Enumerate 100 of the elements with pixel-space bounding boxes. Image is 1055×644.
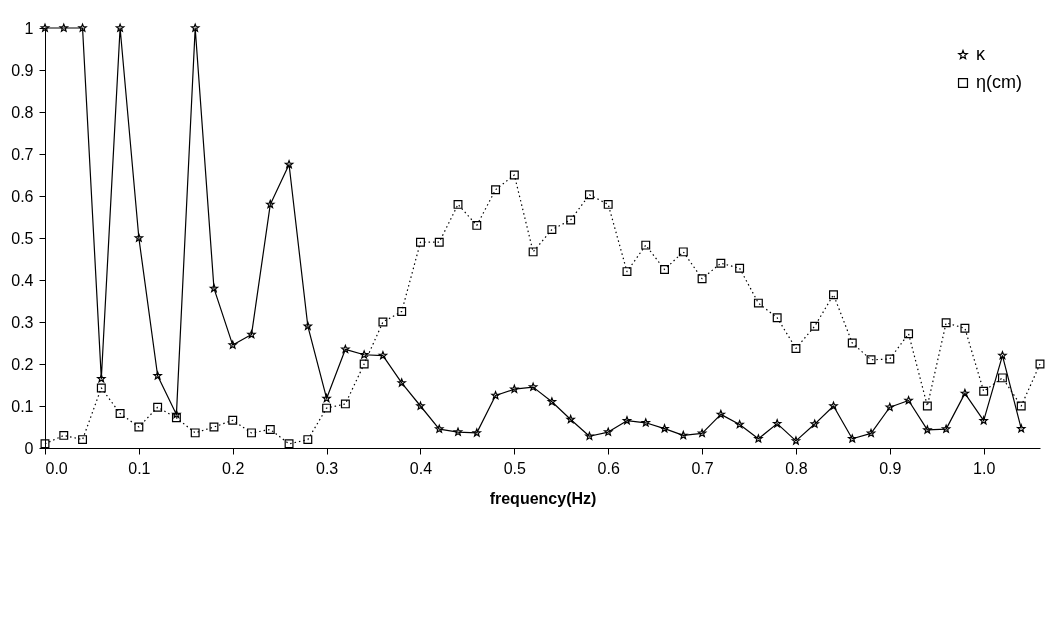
y-tick-label: 0.3 bbox=[11, 313, 34, 331]
point bbox=[190, 428, 200, 438]
point bbox=[528, 247, 538, 257]
point bbox=[453, 199, 463, 209]
point bbox=[847, 338, 857, 348]
point bbox=[322, 393, 331, 403]
point bbox=[247, 330, 256, 339]
point bbox=[97, 374, 106, 383]
point bbox=[1035, 359, 1045, 369]
point bbox=[96, 383, 106, 393]
point bbox=[266, 199, 275, 209]
point bbox=[923, 425, 932, 434]
point bbox=[941, 424, 951, 433]
point bbox=[341, 344, 350, 354]
point bbox=[359, 350, 369, 359]
point bbox=[209, 422, 219, 432]
point bbox=[753, 298, 763, 308]
y-tick-label: 0.6 bbox=[11, 187, 34, 205]
x-tick-label: 0.0 bbox=[45, 459, 68, 477]
point bbox=[228, 340, 238, 349]
point bbox=[566, 414, 575, 424]
point bbox=[885, 402, 895, 411]
point bbox=[434, 237, 444, 247]
point bbox=[491, 185, 501, 195]
point bbox=[78, 23, 87, 32]
point bbox=[772, 313, 782, 323]
legend-label: κ bbox=[976, 44, 986, 64]
point bbox=[322, 403, 332, 413]
point bbox=[115, 23, 125, 32]
point bbox=[622, 416, 632, 425]
point bbox=[678, 247, 688, 257]
y-tick-label: 1 bbox=[24, 19, 34, 37]
point bbox=[885, 354, 895, 364]
point bbox=[172, 409, 181, 419]
point bbox=[134, 233, 144, 242]
y-tick-label: 0.4 bbox=[11, 271, 34, 289]
x-tick-label: 0.6 bbox=[597, 459, 620, 477]
point bbox=[716, 258, 726, 268]
point bbox=[472, 428, 482, 437]
x-tick-label: 1.0 bbox=[973, 459, 996, 477]
point bbox=[904, 396, 913, 405]
y-tick-label: 0.5 bbox=[11, 229, 34, 247]
point bbox=[472, 220, 482, 230]
point bbox=[603, 199, 613, 209]
y-tick-label: 0.1 bbox=[11, 397, 34, 415]
point bbox=[997, 373, 1007, 383]
point bbox=[566, 215, 576, 225]
x-tick-label: 0.9 bbox=[879, 459, 902, 477]
point bbox=[829, 290, 838, 300]
point bbox=[641, 418, 651, 427]
x-tick-label: 0.8 bbox=[785, 459, 808, 477]
x-tick-label: 0.4 bbox=[409, 459, 433, 477]
point bbox=[660, 265, 669, 274]
point bbox=[59, 430, 69, 440]
point bbox=[641, 240, 651, 250]
point bbox=[359, 359, 369, 369]
x-tick-label: 0.5 bbox=[503, 459, 527, 477]
point bbox=[115, 409, 125, 419]
point bbox=[171, 413, 181, 423]
point bbox=[866, 428, 876, 438]
point bbox=[228, 415, 238, 425]
y-tick-label: 0.9 bbox=[11, 61, 34, 79]
point bbox=[134, 422, 144, 432]
point bbox=[78, 435, 88, 445]
x-tick-label: 0.7 bbox=[691, 459, 714, 477]
point bbox=[716, 409, 726, 419]
point bbox=[509, 170, 519, 180]
point bbox=[998, 351, 1007, 360]
point bbox=[303, 321, 313, 330]
y-tick-label: 0 bbox=[24, 439, 34, 457]
point bbox=[979, 416, 988, 425]
point bbox=[153, 402, 163, 412]
point bbox=[979, 386, 989, 396]
point bbox=[340, 399, 350, 409]
point bbox=[284, 160, 294, 169]
point bbox=[960, 323, 970, 333]
point bbox=[190, 23, 200, 32]
point bbox=[829, 401, 838, 410]
point bbox=[397, 378, 406, 387]
point bbox=[584, 190, 594, 200]
point bbox=[453, 427, 463, 436]
point bbox=[791, 343, 801, 353]
point bbox=[153, 371, 162, 380]
point bbox=[735, 263, 745, 273]
point bbox=[209, 283, 219, 293]
point bbox=[772, 419, 782, 428]
x-tick-label: 0.1 bbox=[128, 459, 151, 477]
point bbox=[416, 401, 425, 410]
legend-label: η(cm) bbox=[976, 72, 1022, 92]
point bbox=[416, 237, 425, 247]
point bbox=[585, 431, 594, 440]
point bbox=[791, 436, 801, 445]
y-tick-label: 0.2 bbox=[11, 355, 34, 373]
point bbox=[866, 355, 876, 365]
point bbox=[660, 424, 669, 433]
point bbox=[303, 435, 313, 445]
point bbox=[491, 391, 500, 400]
point bbox=[754, 434, 763, 443]
point bbox=[378, 317, 388, 327]
point bbox=[847, 434, 857, 443]
